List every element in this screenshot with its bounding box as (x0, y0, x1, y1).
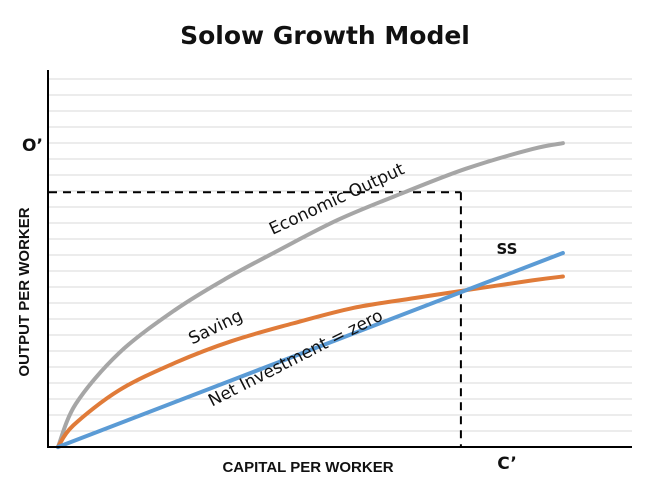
y-axis-label: OUTPUT PER WORKER (16, 207, 33, 376)
net-investment-line (56, 251, 565, 449)
grid (49, 78, 632, 432)
saving-curve (56, 274, 565, 449)
steady-state-label: SS (497, 240, 518, 258)
saving-label: Saving (186, 306, 247, 349)
labels-layer: CAPITAL PER WORKER OUTPUT PER WORKER O’ … (16, 136, 517, 476)
marker-lines (49, 191, 462, 447)
economic-output-curve (56, 141, 565, 449)
capital-marker-label: C’ (497, 454, 517, 474)
output-marker-label: O’ (22, 136, 43, 156)
chart-title: Solow Growth Model (180, 21, 470, 50)
x-axis-label: CAPITAL PER WORKER (222, 459, 393, 476)
axes (47, 70, 632, 448)
series-layer (56, 141, 565, 449)
